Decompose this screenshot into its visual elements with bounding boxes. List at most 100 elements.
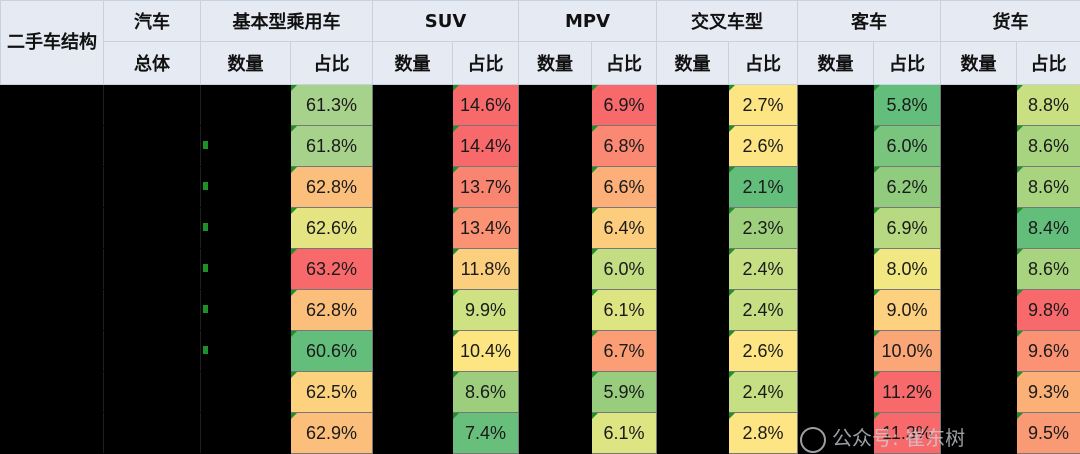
total-count-cell — [104, 372, 201, 413]
sedan-count-cell — [201, 167, 291, 208]
truck-count-cell — [941, 126, 1017, 167]
table-row: 60.6%10.4%6.7%2.6%10.0%9.6% — [1, 331, 1080, 372]
bus-count-cell — [798, 290, 874, 331]
cell-marker — [203, 264, 208, 272]
truck-count-cell — [941, 167, 1017, 208]
group-header-sedan: 基本型乘用车 — [201, 1, 373, 42]
total-count-cell — [104, 413, 201, 454]
sedan-share-cell: 62.9% — [291, 413, 373, 454]
group-header-car: 汽车 — [104, 1, 201, 42]
table-row: 62.8%9.9%6.1%2.4%9.0%9.8% — [1, 290, 1080, 331]
suv-share-cell: 10.4% — [453, 331, 519, 372]
cell-marker — [203, 346, 208, 354]
subheader-share: 占比 — [291, 42, 373, 85]
subheader-share: 占比 — [453, 42, 519, 85]
bus-share-cell: 5.8% — [874, 85, 941, 126]
mpv-count-cell — [519, 167, 592, 208]
group-header-bus: 客车 — [798, 1, 941, 42]
sedan-share-cell: 60.6% — [291, 331, 373, 372]
bus-share-cell: 10.0% — [874, 331, 941, 372]
sedan-share-cell: 61.3% — [291, 85, 373, 126]
mpv-share-cell: 6.7% — [592, 331, 657, 372]
mpv-count-cell — [519, 331, 592, 372]
cell-marker — [203, 223, 208, 231]
truck-share-cell: 9.6% — [1017, 331, 1080, 372]
suv-share-cell: 14.4% — [453, 126, 519, 167]
table-row: 62.9%7.4%6.1%2.8%11.3%9.5% — [1, 413, 1080, 454]
bus-count-cell — [798, 167, 874, 208]
crossover-count-cell — [657, 126, 729, 167]
truck-count-cell — [941, 249, 1017, 290]
suv-share-cell: 8.6% — [453, 372, 519, 413]
suv-count-cell — [373, 290, 453, 331]
suv-count-cell — [373, 372, 453, 413]
mpv-share-cell: 6.4% — [592, 208, 657, 249]
truck-share-cell: 9.8% — [1017, 290, 1080, 331]
bus-share-cell: 9.0% — [874, 290, 941, 331]
bus-share-cell: 6.9% — [874, 208, 941, 249]
crossover-share-cell: 2.8% — [729, 413, 798, 454]
crossover-count-cell — [657, 413, 729, 454]
bus-share-cell: 11.3% — [874, 413, 941, 454]
crossover-share-cell: 2.4% — [729, 249, 798, 290]
table-row: 61.3%14.6%6.9%2.7%5.8%8.8% — [1, 85, 1080, 126]
cell-marker — [203, 141, 208, 149]
suv-count-cell — [373, 331, 453, 372]
subheader-count: 数量 — [373, 42, 453, 85]
bus-share-cell: 8.0% — [874, 249, 941, 290]
sedan-share-cell: 62.6% — [291, 208, 373, 249]
group-header-truck: 货车 — [941, 1, 1080, 42]
row-label-cell — [1, 331, 104, 372]
table-row: 62.6%13.4%6.4%2.3%6.9%8.4% — [1, 208, 1080, 249]
subheader-share: 占比 — [1017, 42, 1080, 85]
subheader-count: 数量 — [519, 42, 592, 85]
row-label-cell — [1, 126, 104, 167]
suv-share-cell: 13.7% — [453, 167, 519, 208]
sedan-count-cell — [201, 208, 291, 249]
crossover-share-cell: 2.6% — [729, 126, 798, 167]
mpv-share-cell: 6.8% — [592, 126, 657, 167]
subheader-share: 占比 — [729, 42, 798, 85]
subheader-count: 数量 — [941, 42, 1017, 85]
total-count-cell — [104, 249, 201, 290]
bus-share-cell: 6.0% — [874, 126, 941, 167]
subheader-count: 数量 — [798, 42, 874, 85]
mpv-share-cell: 6.6% — [592, 167, 657, 208]
truck-count-cell — [941, 290, 1017, 331]
mpv-count-cell — [519, 372, 592, 413]
table-row: 61.8%14.4%6.8%2.6%6.0%8.6% — [1, 126, 1080, 167]
truck-share-cell: 9.5% — [1017, 413, 1080, 454]
table-body: 61.3%14.6%6.9%2.7%5.8%8.8%61.8%14.4%6.8%… — [1, 85, 1080, 454]
sedan-count-cell — [201, 290, 291, 331]
mpv-count-cell — [519, 208, 592, 249]
crossover-share-cell: 2.4% — [729, 372, 798, 413]
crossover-count-cell — [657, 372, 729, 413]
mpv-count-cell — [519, 85, 592, 126]
sedan-share-cell: 62.5% — [291, 372, 373, 413]
subheader-share: 占比 — [592, 42, 657, 85]
mpv-count-cell — [519, 126, 592, 167]
truck-count-cell — [941, 372, 1017, 413]
crossover-count-cell — [657, 249, 729, 290]
group-header-mpv: MPV — [519, 1, 657, 42]
mpv-share-cell: 5.9% — [592, 372, 657, 413]
table-row: 62.5%8.6%5.9%2.4%11.2%9.3% — [1, 372, 1080, 413]
table-row: 62.8%13.7%6.6%2.1%6.2%8.6% — [1, 167, 1080, 208]
sedan-share-cell: 62.8% — [291, 290, 373, 331]
truck-share-cell: 8.8% — [1017, 85, 1080, 126]
sedan-count-cell — [201, 413, 291, 454]
truck-count-cell — [941, 208, 1017, 249]
crossover-share-cell: 2.1% — [729, 167, 798, 208]
total-count-cell — [104, 126, 201, 167]
suv-count-cell — [373, 85, 453, 126]
truck-count-cell — [941, 331, 1017, 372]
bus-count-cell — [798, 372, 874, 413]
sedan-count-cell — [201, 126, 291, 167]
subheader-count: 数量 — [657, 42, 729, 85]
bus-share-cell: 11.2% — [874, 372, 941, 413]
group-header-crossover: 交叉车型 — [657, 1, 798, 42]
sedan-share-cell: 63.2% — [291, 249, 373, 290]
total-count-cell — [104, 208, 201, 249]
bus-count-cell — [798, 413, 874, 454]
